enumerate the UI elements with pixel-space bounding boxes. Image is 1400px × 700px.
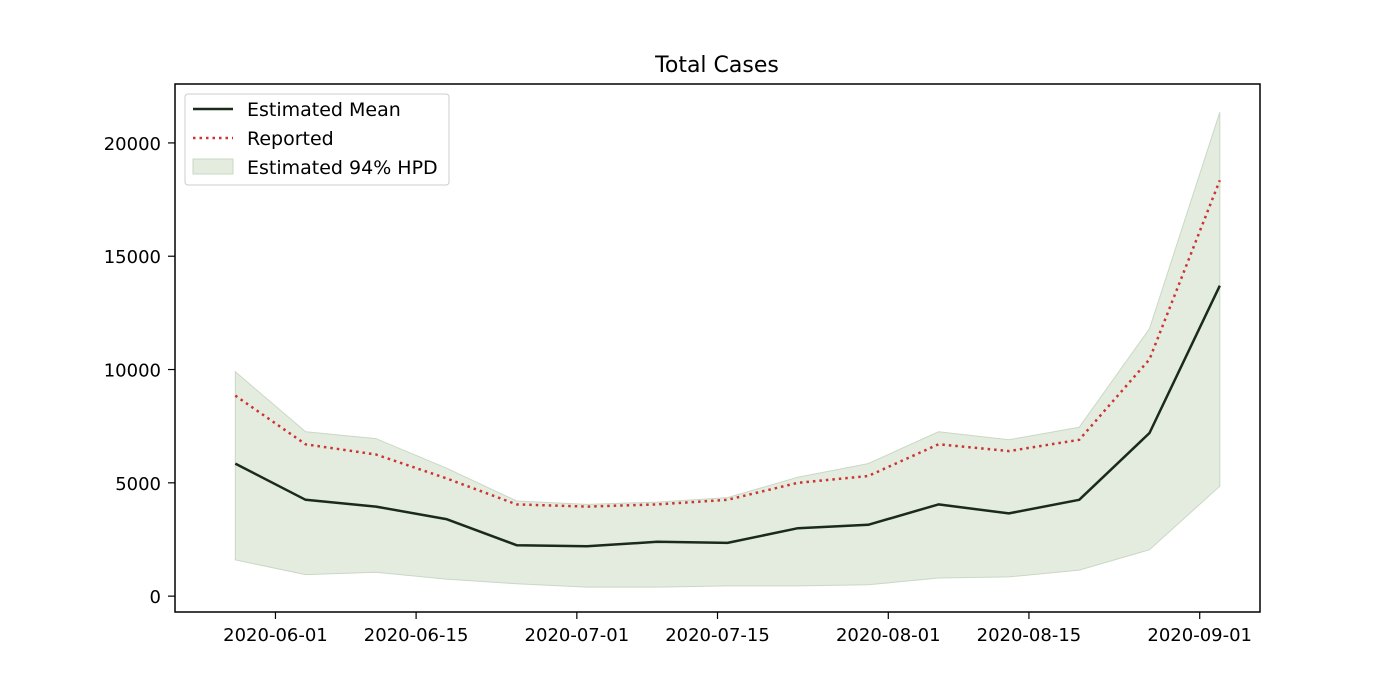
chart-title: Total Cases bbox=[654, 53, 779, 78]
legend-label-reported: Reported bbox=[247, 128, 334, 150]
y-tick-label: 20000 bbox=[104, 134, 161, 155]
legend-hpd-swatch bbox=[192, 158, 234, 175]
x-tick-label: 2020-09-01 bbox=[1147, 625, 1252, 646]
x-tick-label: 2020-06-15 bbox=[364, 625, 469, 646]
legend: Estimated Mean Reported Estimated 94% HP… bbox=[184, 93, 450, 186]
legend-label-mean: Estimated Mean bbox=[247, 99, 401, 121]
y-tick-label: 5000 bbox=[115, 474, 161, 495]
hpd-band bbox=[234, 112, 1221, 588]
x-tick-label: 2020-08-15 bbox=[977, 625, 1082, 646]
y-tick-label: 15000 bbox=[104, 247, 161, 268]
estimated-mean-line bbox=[234, 285, 1221, 548]
legend-label-hpd: Estimated 94% HPD bbox=[247, 157, 438, 179]
x-tick-label: 2020-07-15 bbox=[665, 625, 770, 646]
legend-box bbox=[184, 93, 450, 186]
x-tick-label: 2020-06-01 bbox=[223, 625, 328, 646]
y-tick-label: 0 bbox=[150, 587, 161, 608]
x-tick-label: 2020-08-01 bbox=[836, 625, 941, 646]
x-tick-label: 2020-07-01 bbox=[525, 625, 630, 646]
y-tick-label: 10000 bbox=[104, 361, 161, 382]
